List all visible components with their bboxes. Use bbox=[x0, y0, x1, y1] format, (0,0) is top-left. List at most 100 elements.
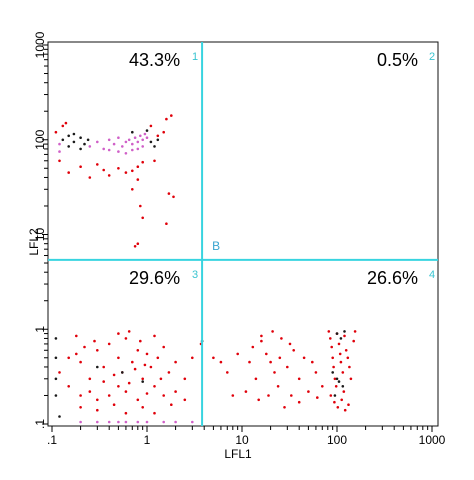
data-point bbox=[102, 380, 105, 383]
data-point bbox=[131, 360, 134, 364]
data-point bbox=[79, 136, 82, 139]
data-point bbox=[79, 394, 82, 397]
data-point bbox=[107, 138, 111, 142]
data-point bbox=[219, 360, 223, 364]
data-point bbox=[58, 415, 61, 418]
data-point bbox=[136, 165, 140, 168]
data-point bbox=[79, 420, 82, 424]
data-point bbox=[96, 398, 99, 402]
data-point bbox=[153, 411, 156, 415]
data-point bbox=[83, 345, 86, 349]
data-point bbox=[141, 160, 144, 164]
data-point bbox=[117, 356, 120, 360]
data-point bbox=[107, 342, 111, 346]
data-point bbox=[139, 134, 142, 138]
data-points bbox=[54, 114, 357, 424]
data-point bbox=[79, 165, 82, 168]
data-point bbox=[67, 385, 70, 388]
data-point bbox=[162, 345, 165, 349]
data-point bbox=[286, 365, 289, 369]
data-point bbox=[251, 345, 255, 349]
data-point bbox=[156, 356, 160, 360]
data-point bbox=[127, 330, 131, 333]
data-point bbox=[353, 330, 357, 333]
data-point bbox=[280, 337, 283, 340]
data-point bbox=[167, 371, 171, 374]
quadrant-percent: 29.6% bbox=[129, 268, 180, 288]
data-point bbox=[349, 377, 353, 381]
data-point bbox=[162, 394, 165, 397]
data-point bbox=[334, 385, 338, 388]
data-point bbox=[145, 352, 149, 356]
data-point bbox=[156, 134, 160, 138]
y-axis: .1 1 10 100 1000 bbox=[33, 31, 48, 429]
data-point bbox=[172, 195, 175, 199]
data-point bbox=[297, 377, 301, 381]
data-point bbox=[58, 150, 61, 153]
data-point bbox=[273, 371, 276, 374]
data-point bbox=[149, 140, 153, 144]
data-point bbox=[112, 403, 116, 407]
data-point bbox=[88, 390, 92, 393]
data-point bbox=[54, 356, 58, 360]
data-point bbox=[124, 152, 128, 155]
data-point bbox=[269, 360, 272, 364]
y-axis-label: LFL2 bbox=[27, 228, 41, 256]
data-point bbox=[332, 365, 335, 369]
data-point bbox=[348, 365, 351, 369]
data-point bbox=[167, 192, 171, 195]
data-point bbox=[231, 394, 235, 397]
data-point bbox=[117, 167, 120, 170]
data-point bbox=[107, 174, 111, 177]
data-point bbox=[290, 394, 293, 397]
data-point bbox=[170, 114, 173, 117]
data-point bbox=[141, 216, 144, 220]
data-point bbox=[102, 147, 105, 151]
data-point bbox=[327, 330, 331, 333]
y-tick-label: 1000 bbox=[33, 31, 47, 58]
data-point bbox=[136, 178, 140, 181]
data-point bbox=[83, 142, 86, 146]
data-point bbox=[145, 129, 149, 132]
data-point bbox=[153, 334, 156, 338]
data-point bbox=[136, 147, 140, 151]
data-point bbox=[153, 385, 156, 388]
data-point bbox=[124, 390, 128, 393]
y-tick-label: .1 bbox=[33, 419, 47, 429]
x-tick-label: 100 bbox=[327, 433, 347, 447]
data-point bbox=[117, 150, 120, 153]
data-point bbox=[79, 360, 82, 364]
data-point bbox=[341, 371, 345, 374]
data-point bbox=[102, 365, 105, 369]
data-point bbox=[170, 403, 173, 407]
data-point bbox=[341, 385, 345, 388]
data-point bbox=[72, 132, 76, 136]
data-point bbox=[133, 245, 137, 248]
data-point bbox=[133, 136, 137, 139]
x-tick-label: 10 bbox=[235, 433, 249, 447]
data-point bbox=[260, 339, 263, 343]
data-point bbox=[88, 377, 92, 381]
data-point bbox=[141, 380, 144, 383]
data-point bbox=[337, 380, 341, 383]
data-point bbox=[124, 420, 128, 424]
data-point bbox=[329, 337, 332, 340]
data-point bbox=[141, 406, 144, 409]
data-point bbox=[131, 142, 134, 146]
quadrant-percent: 0.5% bbox=[377, 50, 418, 70]
data-point bbox=[143, 132, 147, 136]
data-point bbox=[257, 398, 261, 402]
data-point bbox=[96, 365, 99, 369]
data-point bbox=[278, 356, 282, 360]
data-point bbox=[86, 138, 90, 142]
quadrant-number: 1 bbox=[192, 51, 198, 63]
data-point bbox=[260, 334, 263, 338]
data-point bbox=[226, 371, 229, 374]
data-point bbox=[288, 342, 292, 346]
data-point bbox=[331, 371, 335, 374]
quadrant-percent: 43.3% bbox=[129, 50, 180, 70]
data-point bbox=[72, 140, 76, 144]
data-point bbox=[61, 124, 65, 128]
data-point bbox=[127, 381, 131, 385]
